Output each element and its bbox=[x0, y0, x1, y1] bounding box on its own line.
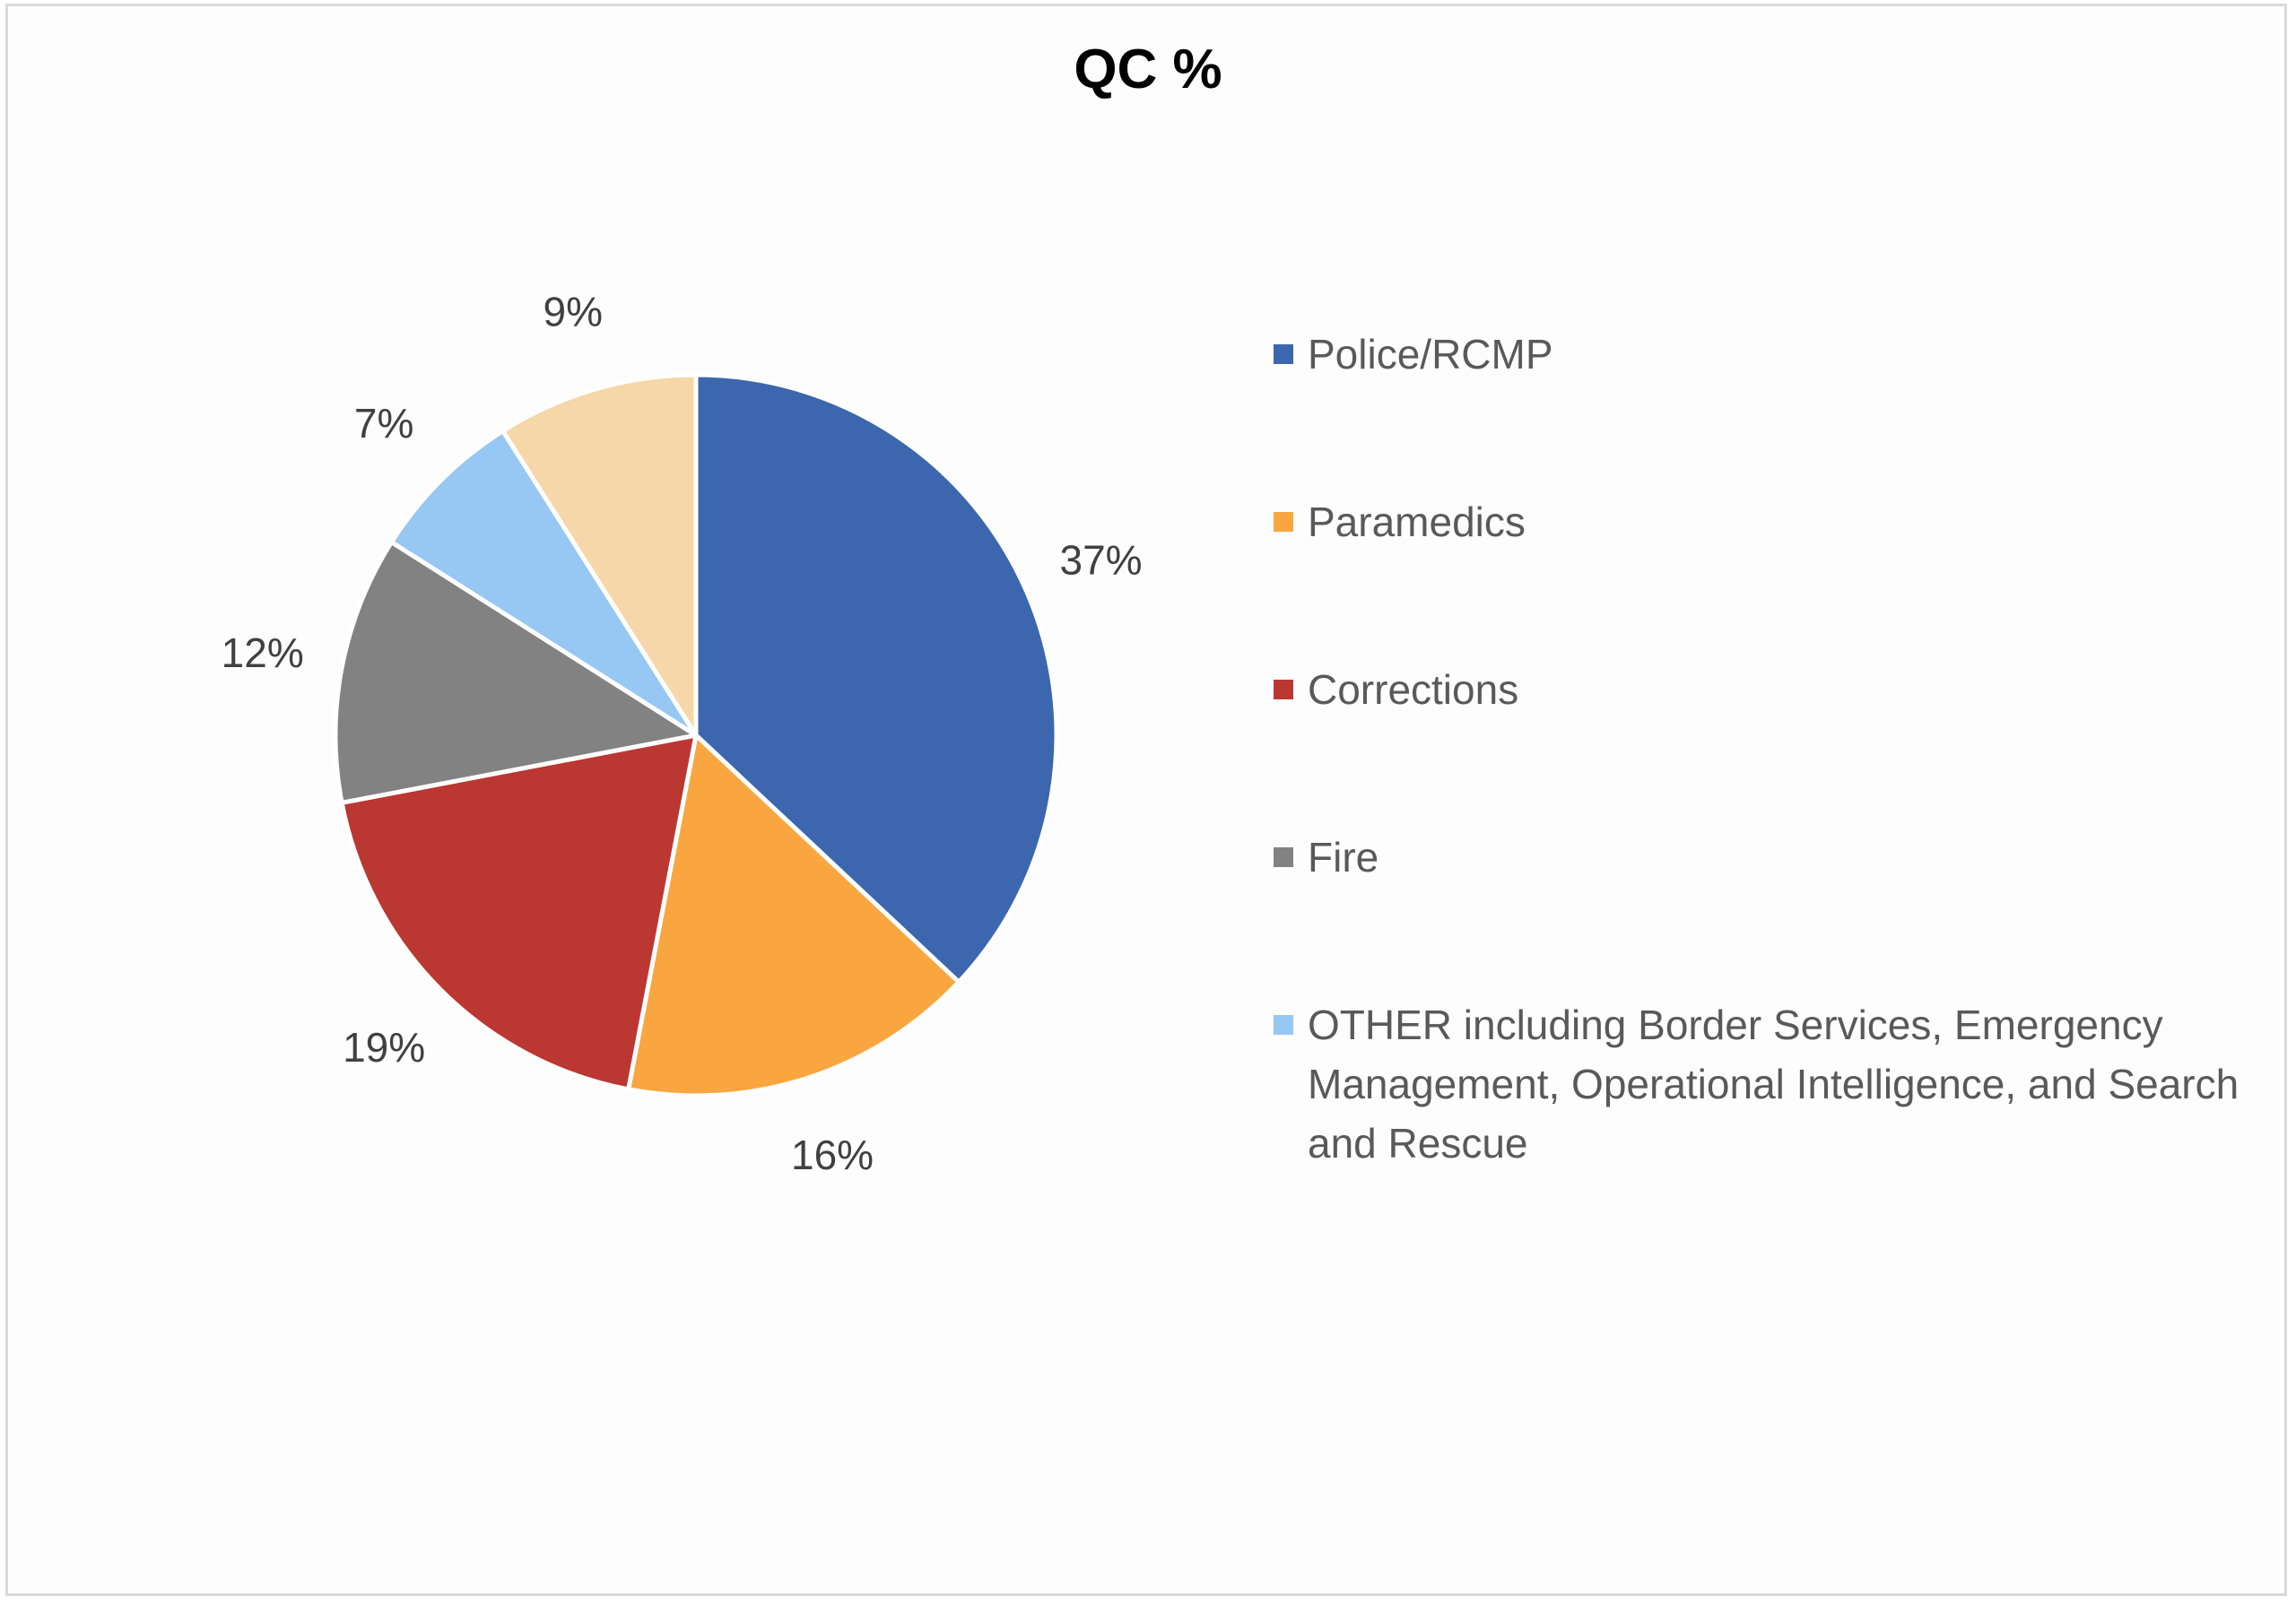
data-label-5: 7% bbox=[354, 400, 413, 447]
data-label-6: 9% bbox=[543, 289, 602, 335]
pie-slice-6-unlabeled bbox=[500, 372, 699, 738]
legend-label-3: Corrections bbox=[1308, 666, 1519, 713]
legend-item-2: Paramedics bbox=[1274, 492, 2285, 551]
legend-label-5: OTHER including Border Services, Emergen… bbox=[1308, 1002, 2239, 1167]
legend-swatch-3 bbox=[1274, 680, 1293, 699]
legend-item-1: Police/RCMP bbox=[1274, 325, 2285, 384]
pie-slice-5-other bbox=[389, 429, 699, 738]
data-label-2: 16% bbox=[791, 1132, 874, 1178]
pie-slice-4-fire bbox=[333, 540, 699, 805]
data-label-3: 19% bbox=[343, 1024, 425, 1071]
legend-item-5: OTHER including Border Services, Emergen… bbox=[1274, 995, 2285, 1173]
legend-item-3: Corrections bbox=[1274, 660, 2285, 719]
legend-item-4: Fire bbox=[1274, 828, 2285, 887]
pie-data-labels: 37% 16% 19% 12% 7% 9% bbox=[222, 289, 1143, 1178]
chart-title: QC % bbox=[1074, 39, 1222, 100]
legend-swatch-5 bbox=[1274, 1015, 1293, 1035]
pie-slice-2-paramedics bbox=[626, 733, 961, 1098]
legend-label-1: Police/RCMP bbox=[1308, 331, 1553, 377]
legend-swatch-2 bbox=[1274, 512, 1293, 532]
pie-slice-3-corrections bbox=[339, 733, 699, 1092]
legend-swatch-1 bbox=[1274, 344, 1293, 364]
pie-slice-1-policercmp bbox=[693, 372, 1059, 985]
legend-label-4: Fire bbox=[1308, 834, 1379, 881]
data-label-4: 12% bbox=[222, 629, 304, 676]
legend-swatch-4 bbox=[1274, 847, 1293, 867]
legend-label-2: Paramedics bbox=[1308, 499, 1526, 545]
pie-slices bbox=[333, 372, 1059, 1098]
data-label-1: 37% bbox=[1059, 537, 1142, 584]
